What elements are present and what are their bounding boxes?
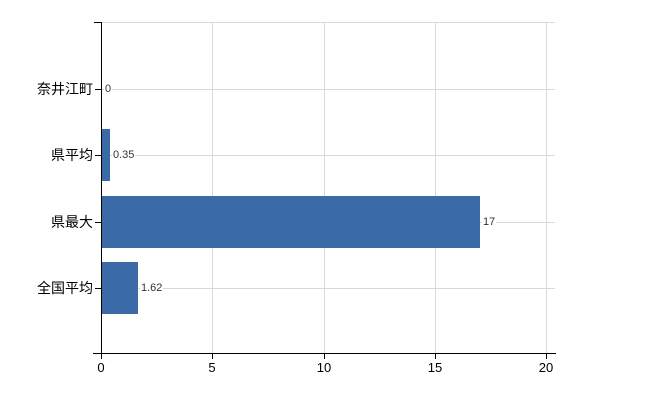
bar [102, 129, 110, 181]
x-axis-tick [546, 354, 547, 359]
x-axis-tick [101, 354, 102, 359]
vertical-gridline [212, 22, 213, 353]
x-axis-tick [324, 354, 325, 359]
category-label: 県平均 [51, 147, 93, 163]
horizontal-gridline [101, 89, 555, 90]
value-label: 17 [482, 216, 497, 228]
x-tick-label: 20 [538, 360, 554, 375]
horizontal-gridline [101, 288, 555, 289]
vertical-gridline [546, 22, 547, 353]
horizontal-gridline [101, 155, 555, 156]
category-label: 県最大 [51, 214, 93, 230]
value-label: 1.62 [140, 282, 164, 294]
value-label: 0 [104, 83, 113, 95]
x-tick-label: 5 [208, 360, 216, 375]
x-tick-label: 10 [316, 360, 332, 375]
y-axis-tick [95, 89, 101, 90]
category-label: 全国平均 [37, 280, 93, 296]
category-label: 奈井江町 [37, 81, 93, 97]
plot-top-border [101, 22, 555, 23]
vertical-gridline [324, 22, 325, 353]
y-axis-tick [95, 288, 101, 289]
x-axis-tick [435, 354, 436, 359]
bar [102, 196, 480, 248]
x-axis-line [93, 353, 556, 354]
x-tick-label: 0 [97, 360, 105, 375]
x-axis-tick [212, 354, 213, 359]
bar [102, 262, 138, 314]
vertical-gridline [435, 22, 436, 353]
y-axis-line [101, 22, 102, 353]
value-label: 0.35 [112, 149, 136, 161]
y-axis-top-tick [94, 22, 101, 23]
y-axis-tick [95, 155, 101, 156]
y-axis-tick [95, 222, 101, 223]
x-tick-label: 15 [427, 360, 443, 375]
